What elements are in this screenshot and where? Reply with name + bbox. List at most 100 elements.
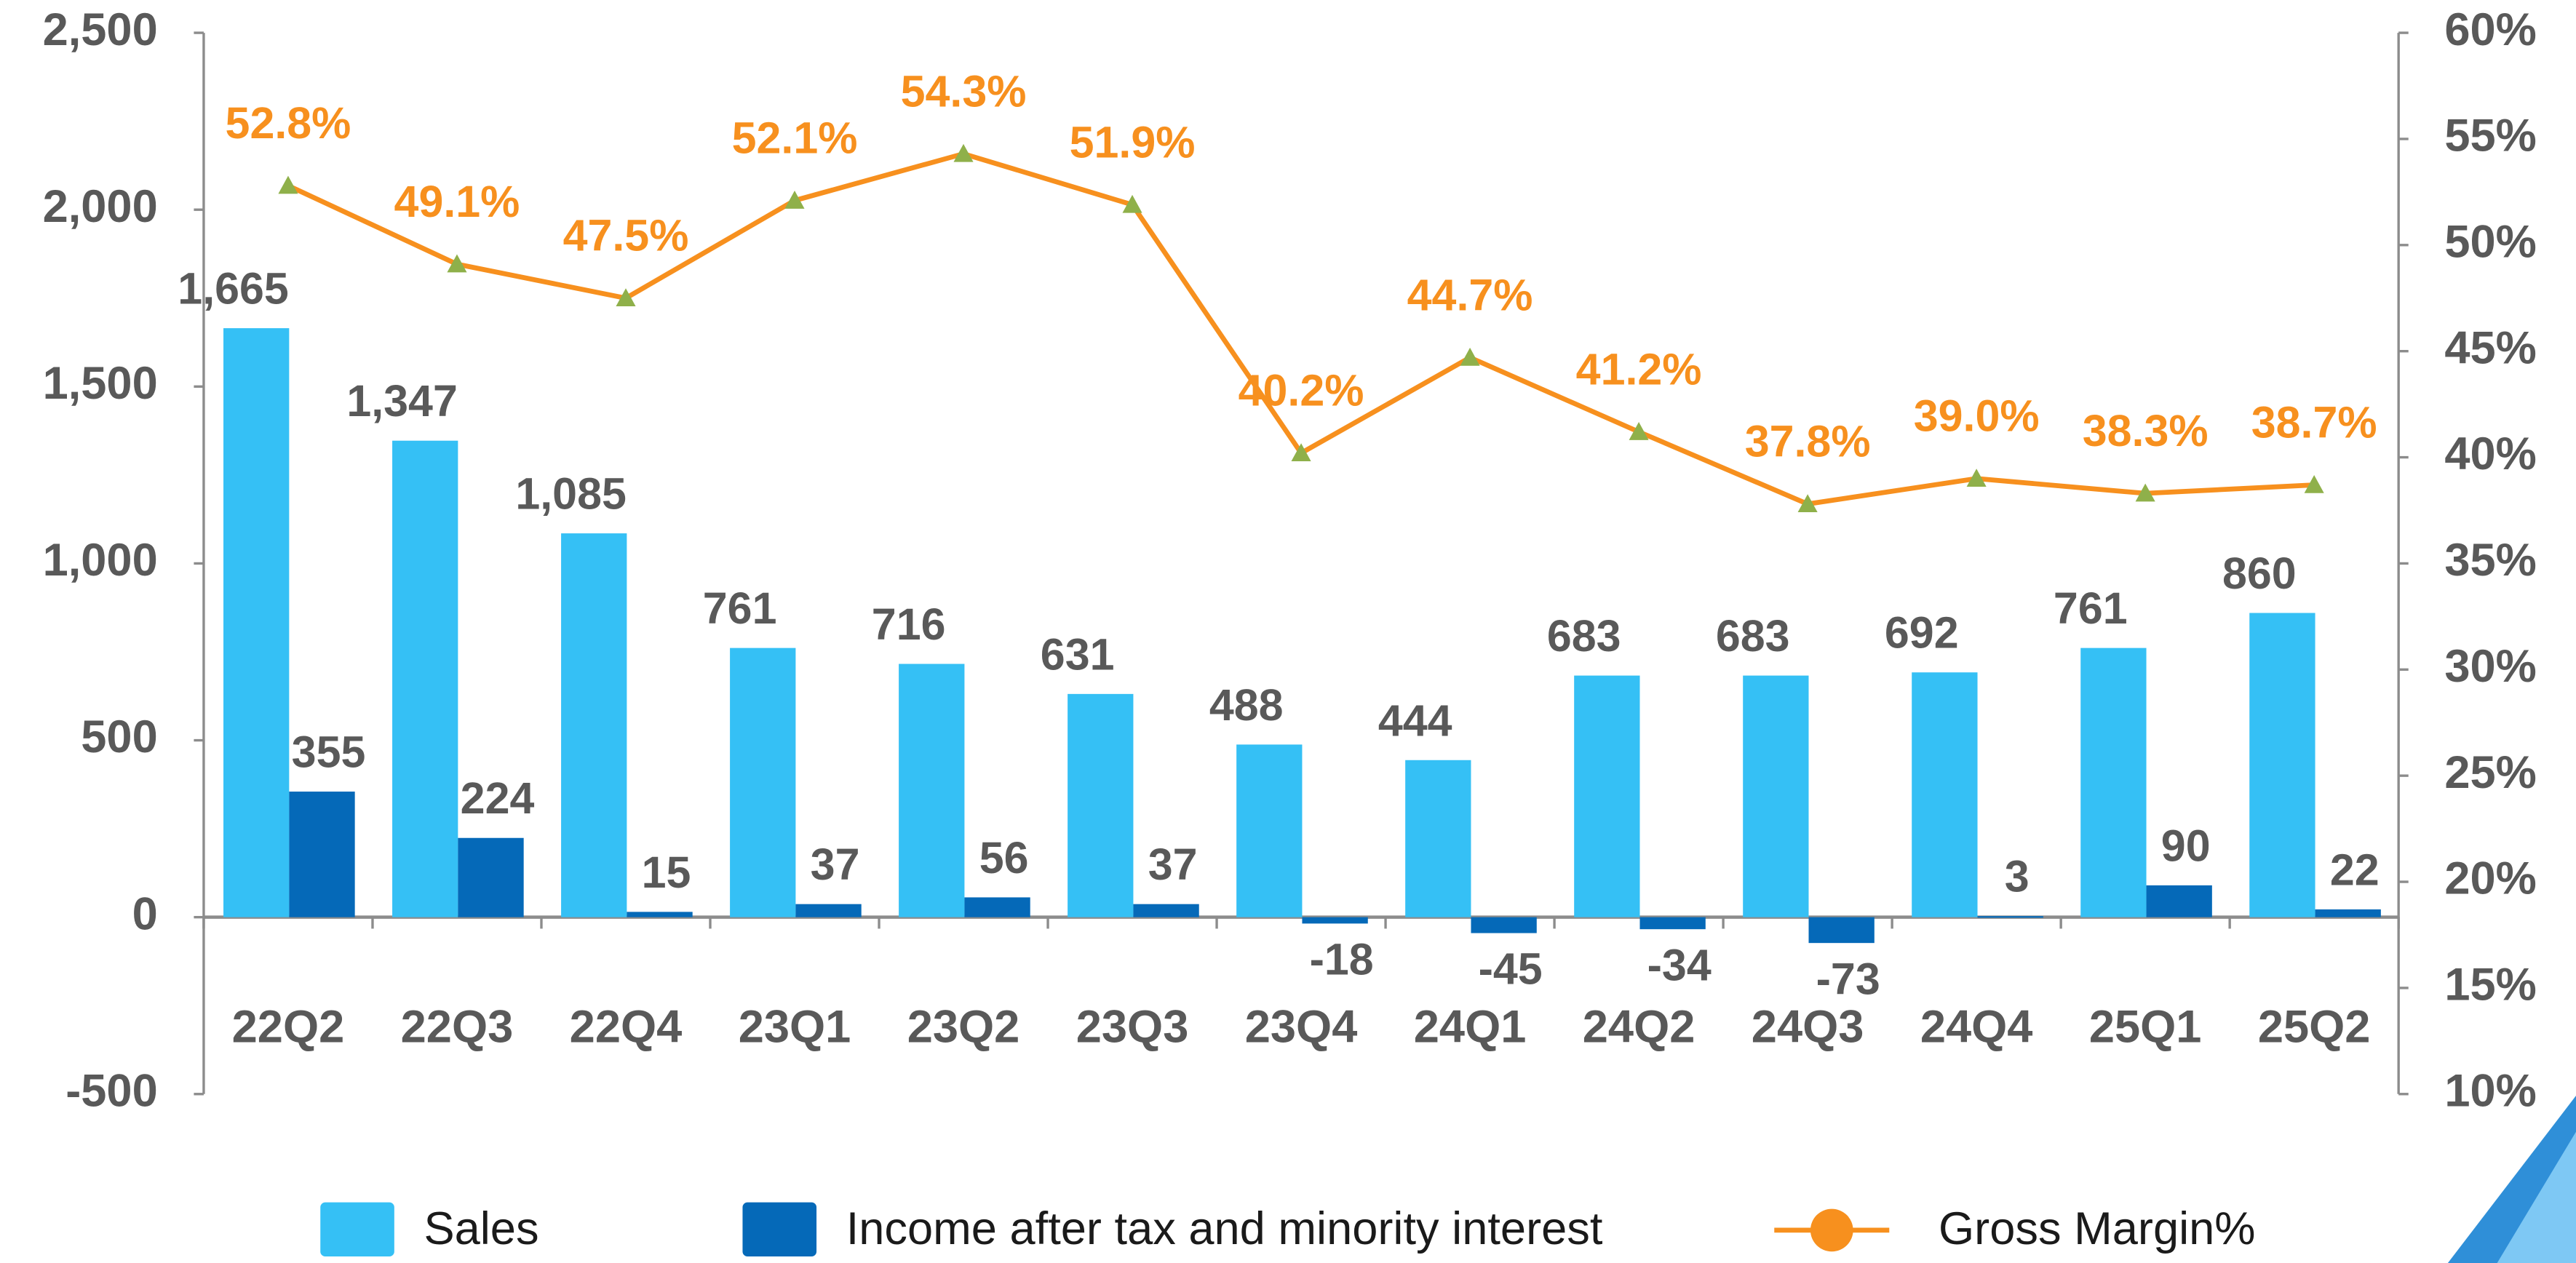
margin-label: 49.1% xyxy=(394,177,520,226)
bar xyxy=(1302,917,1368,924)
y-tick-label: 2,500 xyxy=(43,4,158,55)
value-label: 1,665 xyxy=(178,264,289,314)
bar xyxy=(2249,613,2315,917)
bar xyxy=(1133,904,1199,917)
margin-label: 41.2% xyxy=(1576,345,1702,394)
bar xyxy=(964,897,1030,917)
bar xyxy=(2315,909,2381,917)
y2-tick-label: 15% xyxy=(2444,960,2536,1011)
x-tick-label: 23Q2 xyxy=(907,1002,1020,1053)
bar xyxy=(1471,917,1537,933)
y2-tick-label: 45% xyxy=(2444,322,2536,373)
y2-tick-label: 60% xyxy=(2444,4,2536,55)
margin-marker xyxy=(784,191,805,209)
legend-label: Income after tax and minority interest xyxy=(846,1203,1603,1254)
x-tick-label: 23Q4 xyxy=(1245,1002,1358,1053)
value-label: 56 xyxy=(979,833,1029,882)
bar xyxy=(392,440,458,917)
x-tick-label: 25Q2 xyxy=(2258,1002,2371,1053)
margin-marker xyxy=(616,288,636,307)
value-label: 22 xyxy=(2330,845,2380,894)
value-label: 444 xyxy=(1378,696,1452,745)
value-label: 683 xyxy=(1716,611,1790,661)
y2-tick-label: 25% xyxy=(2444,747,2536,798)
x-tick-label: 23Q3 xyxy=(1076,1002,1189,1053)
margin-marker xyxy=(953,143,974,162)
y-tick-label: -500 xyxy=(65,1065,157,1116)
bar xyxy=(730,648,796,917)
y2-tick-label: 50% xyxy=(2444,217,2536,268)
legend-marker xyxy=(1810,1208,1853,1252)
bar xyxy=(458,837,524,917)
margin-label: 44.7% xyxy=(1407,270,1533,319)
x-tick-label: 24Q3 xyxy=(1752,1002,1864,1053)
bar xyxy=(289,792,355,917)
bar xyxy=(2146,885,2212,917)
legend-label: Gross Margin% xyxy=(1939,1203,2255,1254)
value-label: 1,085 xyxy=(515,469,627,519)
value-label: 683 xyxy=(1547,611,1621,661)
margin-marker xyxy=(1291,443,1311,462)
margin-label: 37.8% xyxy=(1745,417,1871,466)
margin-label: 54.3% xyxy=(901,66,1027,116)
decoration xyxy=(2497,1131,2576,1263)
margin-marker xyxy=(447,254,467,273)
bar xyxy=(1068,693,1134,917)
y-tick-label: 1,000 xyxy=(43,535,158,586)
bar xyxy=(1743,675,1809,917)
value-label: 692 xyxy=(1885,608,1959,658)
y-tick-label: 2,000 xyxy=(43,181,158,232)
margin-marker xyxy=(2135,483,2155,502)
margin-label: 39.0% xyxy=(1914,391,2040,441)
bar xyxy=(795,904,862,917)
bar xyxy=(1405,760,1471,917)
y2-tick-label: 30% xyxy=(2444,641,2536,692)
margin-marker xyxy=(1966,469,1987,487)
legend-label: Sales xyxy=(424,1203,538,1254)
value-label: -34 xyxy=(1647,940,1712,989)
value-label: 355 xyxy=(292,728,366,777)
bar xyxy=(561,533,627,917)
x-tick-label: 23Q1 xyxy=(739,1002,851,1053)
value-label: 90 xyxy=(2161,821,2211,870)
y2-tick-label: 10% xyxy=(2444,1065,2536,1116)
y2-tick-label: 55% xyxy=(2444,111,2536,162)
value-label: 3 xyxy=(2005,852,2030,901)
value-label: -18 xyxy=(1310,935,1374,984)
value-label: 488 xyxy=(1209,680,1284,730)
bar xyxy=(899,664,965,917)
bar xyxy=(2080,648,2147,917)
value-label: 631 xyxy=(1041,629,1115,679)
bar xyxy=(627,912,693,917)
value-label: 37 xyxy=(811,840,860,889)
bar xyxy=(1574,675,1640,917)
bar xyxy=(223,328,290,917)
margin-label: 38.3% xyxy=(2083,406,2209,455)
legend-swatch xyxy=(320,1202,394,1256)
value-label: -73 xyxy=(1816,954,1880,1003)
value-label: 1,347 xyxy=(346,376,458,426)
x-tick-label: 24Q1 xyxy=(1414,1002,1527,1053)
value-label: 761 xyxy=(703,583,777,633)
margin-label: 47.5% xyxy=(563,211,689,260)
value-label: 761 xyxy=(2054,583,2128,633)
legend-swatch xyxy=(742,1202,817,1256)
bar xyxy=(1639,917,1706,930)
bar xyxy=(1236,744,1303,917)
y-tick-label: 0 xyxy=(132,888,158,939)
margin-label: 40.2% xyxy=(1239,366,1364,415)
margin-marker xyxy=(1797,494,1818,513)
x-tick-label: 22Q3 xyxy=(401,1002,514,1053)
y2-tick-label: 40% xyxy=(2444,429,2536,479)
margin-marker xyxy=(1460,347,1480,366)
x-tick-label: 22Q4 xyxy=(570,1002,683,1053)
value-label: -45 xyxy=(1479,944,1543,994)
margin-marker xyxy=(1629,422,1649,440)
x-tick-label: 24Q4 xyxy=(1920,1002,2033,1053)
margin-label: 51.9% xyxy=(1070,117,1196,167)
bar xyxy=(1912,672,1978,917)
value-label: 716 xyxy=(872,599,946,649)
x-tick-label: 25Q1 xyxy=(2089,1002,2202,1053)
